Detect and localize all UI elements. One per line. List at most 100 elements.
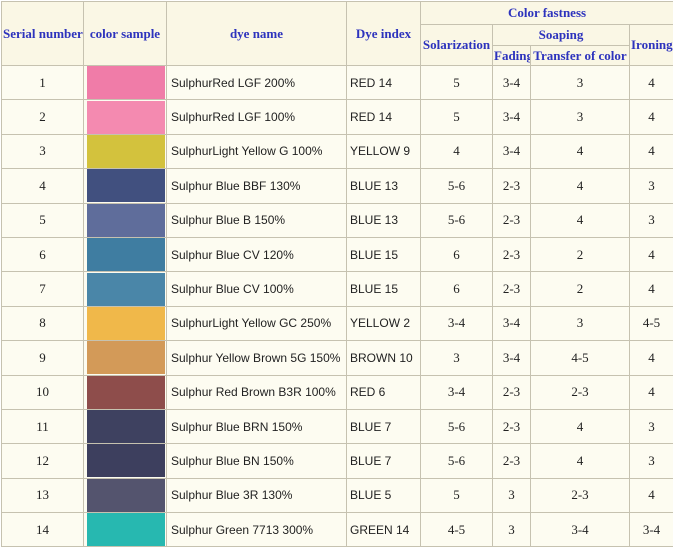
table-row: 6 Sulphur Blue CV 120% BLUE 15 6 2-3 2 4 bbox=[1, 236, 673, 273]
solarization-cell: 3-4 bbox=[420, 374, 493, 410]
fading-cell: 2-3 bbox=[492, 443, 531, 479]
dye-index-cell: BLUE 13 bbox=[346, 202, 421, 238]
dye-name-cell: Sulphur Blue B 150% bbox=[166, 202, 347, 238]
table-row: 14 Sulphur Green 7713 300% GREEN 14 4-5 … bbox=[1, 512, 673, 548]
serial-number-cell: 10 bbox=[1, 374, 84, 410]
serial-number-cell: 2 bbox=[1, 99, 84, 135]
col-header-fading: Fading bbox=[492, 45, 531, 66]
serial-number-cell: 12 bbox=[1, 443, 84, 479]
serial-number-cell: 5 bbox=[1, 202, 84, 238]
col-header-dye-name: dye name bbox=[166, 1, 347, 66]
transfer-of-color-cell: 3-4 bbox=[530, 512, 630, 548]
solarization-cell: 4 bbox=[420, 133, 493, 170]
transfer-of-color-cell: 3 bbox=[530, 99, 630, 135]
dye-name-cell: Sulphur Red Brown B3R 100% bbox=[166, 374, 347, 410]
col-header-dye-index: Dye index bbox=[346, 1, 421, 66]
color-sample-cell bbox=[83, 64, 167, 101]
color-swatch bbox=[87, 341, 165, 375]
table-header: Serial number color sample dye name Dye … bbox=[1, 1, 673, 66]
ironing-cell: 4 bbox=[629, 236, 673, 273]
dye-name-cell: Sulphur Blue CV 100% bbox=[166, 271, 347, 307]
solarization-cell: 5-6 bbox=[420, 168, 493, 204]
dye-index-cell: GREEN 14 bbox=[346, 512, 421, 548]
color-swatch bbox=[87, 444, 165, 478]
dye-index-cell: YELLOW 9 bbox=[346, 133, 421, 170]
ironing-cell: 4 bbox=[629, 271, 673, 307]
col-header-solarization: Solarization bbox=[420, 24, 493, 66]
ironing-cell: 4 bbox=[629, 340, 673, 376]
fading-cell: 3 bbox=[492, 477, 531, 514]
solarization-cell: 6 bbox=[420, 271, 493, 307]
serial-number-cell: 7 bbox=[1, 271, 84, 307]
dye-index-cell: RED 14 bbox=[346, 99, 421, 135]
transfer-of-color-cell: 4 bbox=[530, 133, 630, 170]
fading-cell: 2-3 bbox=[492, 236, 531, 273]
color-swatch bbox=[87, 169, 165, 203]
color-swatch bbox=[87, 66, 165, 99]
dye-name-cell: Sulphur Green 7713 300% bbox=[166, 512, 347, 548]
color-swatch bbox=[87, 238, 165, 271]
fading-cell: 3 bbox=[492, 512, 531, 548]
table-row: 2 SulphurRed LGF 100% RED 14 5 3-4 3 4 bbox=[1, 99, 673, 135]
dye-name-cell: SulphurRed LGF 200% bbox=[166, 64, 347, 101]
table-row: 7 Sulphur Blue CV 100% BLUE 15 6 2-3 2 4 bbox=[1, 271, 673, 307]
table-row: 1 SulphurRed LGF 200% RED 14 5 3-4 3 4 bbox=[1, 64, 673, 101]
color-swatch bbox=[87, 479, 165, 512]
ironing-cell: 4 bbox=[629, 133, 673, 170]
fading-cell: 2-3 bbox=[492, 202, 531, 238]
color-swatch bbox=[87, 376, 165, 409]
ironing-cell: 4 bbox=[629, 64, 673, 101]
fading-cell: 3-4 bbox=[492, 340, 531, 376]
transfer-of-color-cell: 4 bbox=[530, 408, 630, 445]
solarization-cell: 5-6 bbox=[420, 408, 493, 445]
ironing-cell: 4 bbox=[629, 99, 673, 135]
serial-number-cell: 6 bbox=[1, 236, 84, 273]
solarization-cell: 5-6 bbox=[420, 443, 493, 479]
dye-name-cell: Sulphur Blue BRN 150% bbox=[166, 408, 347, 445]
table-body: 1 SulphurRed LGF 200% RED 14 5 3-4 3 4 2… bbox=[1, 64, 673, 548]
serial-number-cell: 14 bbox=[1, 512, 84, 548]
dye-name-cell: SulphurLight Yellow GC 250% bbox=[166, 305, 347, 342]
col-header-soaping: Soaping bbox=[492, 24, 630, 46]
serial-number-cell: 3 bbox=[1, 133, 84, 170]
transfer-of-color-cell: 4-5 bbox=[530, 340, 630, 376]
transfer-of-color-cell: 2-3 bbox=[530, 477, 630, 514]
solarization-cell: 6 bbox=[420, 236, 493, 273]
color-sample-cell bbox=[83, 340, 167, 376]
dye-name-cell: Sulphur Yellow Brown 5G 150% bbox=[166, 340, 347, 376]
color-swatch bbox=[87, 272, 165, 306]
color-sample-cell bbox=[83, 133, 167, 170]
color-sample-cell bbox=[83, 271, 167, 307]
col-header-color-sample: color sample bbox=[83, 1, 167, 66]
color-swatch bbox=[87, 307, 165, 340]
color-sample-cell bbox=[83, 99, 167, 135]
solarization-cell: 5 bbox=[420, 64, 493, 101]
ironing-cell: 3 bbox=[629, 408, 673, 445]
dye-index-cell: RED 14 bbox=[346, 64, 421, 101]
transfer-of-color-cell: 4 bbox=[530, 202, 630, 238]
color-sample-cell bbox=[83, 443, 167, 479]
fading-cell: 3-4 bbox=[492, 133, 531, 170]
solarization-cell: 5-6 bbox=[420, 202, 493, 238]
color-sample-cell bbox=[83, 236, 167, 273]
ironing-cell: 3 bbox=[629, 202, 673, 238]
dye-index-cell: RED 6 bbox=[346, 374, 421, 410]
col-header-transfer-of-color: Transfer of color bbox=[530, 45, 630, 66]
color-swatch bbox=[87, 513, 165, 546]
serial-number-cell: 4 bbox=[1, 168, 84, 204]
color-sample-cell bbox=[83, 374, 167, 410]
serial-number-cell: 8 bbox=[1, 305, 84, 342]
fading-cell: 3-4 bbox=[492, 305, 531, 342]
ironing-cell: 3 bbox=[629, 168, 673, 204]
col-header-serial-number: Serial number bbox=[1, 1, 84, 66]
ironing-cell: 3 bbox=[629, 443, 673, 479]
dye-index-cell: YELLOW 2 bbox=[346, 305, 421, 342]
dye-name-cell: SulphurRed LGF 100% bbox=[166, 99, 347, 135]
dye-name-cell: SulphurLight Yellow G 100% bbox=[166, 133, 347, 170]
col-header-color-fastness: Color fastness bbox=[420, 1, 673, 25]
transfer-of-color-cell: 2-3 bbox=[530, 374, 630, 410]
fading-cell: 2-3 bbox=[492, 271, 531, 307]
transfer-of-color-cell: 3 bbox=[530, 64, 630, 101]
color-sample-cell bbox=[83, 512, 167, 548]
